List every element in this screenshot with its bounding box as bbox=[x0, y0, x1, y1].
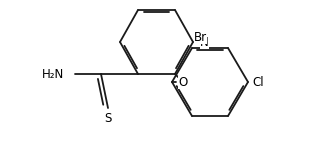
Text: H₂N: H₂N bbox=[42, 68, 64, 81]
Text: O: O bbox=[178, 75, 188, 88]
Text: Br: Br bbox=[194, 31, 207, 44]
Text: S: S bbox=[104, 112, 112, 125]
Text: N: N bbox=[200, 36, 209, 48]
Text: Cl: Cl bbox=[252, 75, 264, 88]
